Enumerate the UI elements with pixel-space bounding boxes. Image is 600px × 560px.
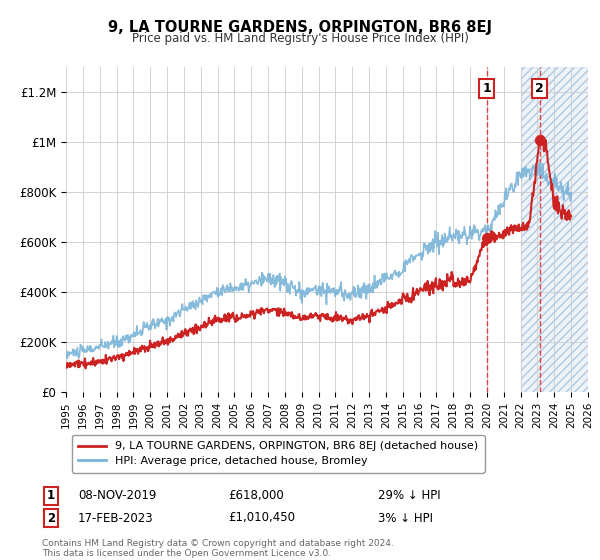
Legend: 9, LA TOURNE GARDENS, ORPINGTON, BR6 8EJ (detached house), HPI: Average price, d: 9, LA TOURNE GARDENS, ORPINGTON, BR6 8EJ… — [71, 435, 485, 473]
Bar — [521, 67, 588, 392]
Text: 9, LA TOURNE GARDENS, ORPINGTON, BR6 8EJ: 9, LA TOURNE GARDENS, ORPINGTON, BR6 8EJ — [108, 20, 492, 35]
Text: 1: 1 — [47, 489, 55, 502]
Text: £1,010,450: £1,010,450 — [228, 511, 295, 525]
Bar — [521, 67, 588, 392]
Text: 08-NOV-2019: 08-NOV-2019 — [78, 489, 157, 502]
Text: Contains HM Land Registry data © Crown copyright and database right 2024.
This d: Contains HM Land Registry data © Crown c… — [42, 539, 394, 558]
Text: 2: 2 — [47, 511, 55, 525]
Text: 17-FEB-2023: 17-FEB-2023 — [78, 511, 154, 525]
Text: Price paid vs. HM Land Registry's House Price Index (HPI): Price paid vs. HM Land Registry's House … — [131, 32, 469, 45]
Text: 1: 1 — [482, 82, 491, 95]
Text: £618,000: £618,000 — [228, 489, 284, 502]
Text: 3% ↓ HPI: 3% ↓ HPI — [378, 511, 433, 525]
Text: 2: 2 — [535, 82, 544, 95]
Text: 29% ↓ HPI: 29% ↓ HPI — [378, 489, 440, 502]
